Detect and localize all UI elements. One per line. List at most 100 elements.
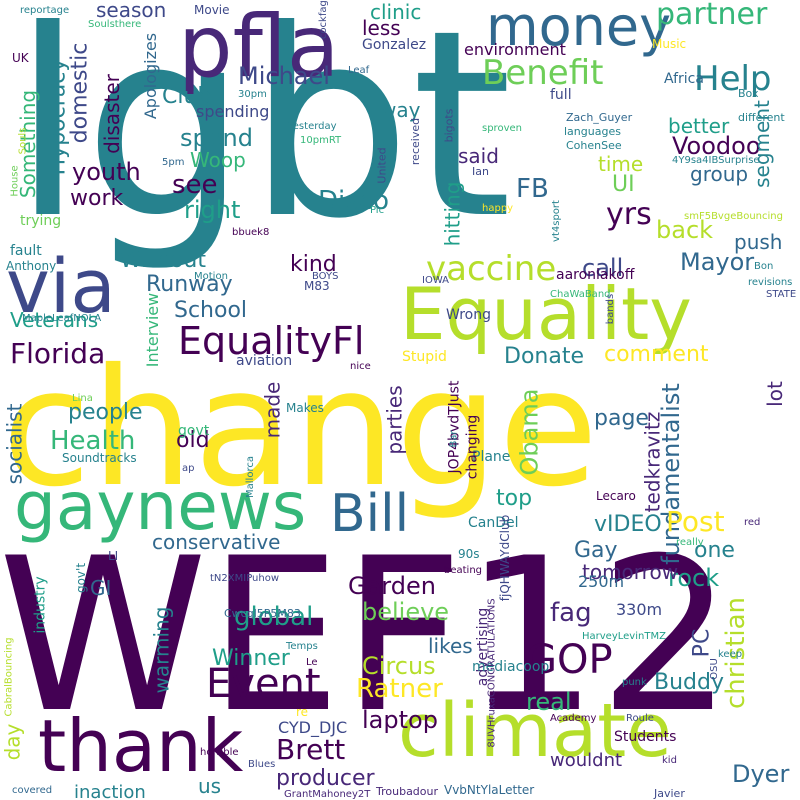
cloud-word: thank: [38, 704, 244, 788]
cloud-word: Voodoo: [672, 132, 761, 160]
cloud-word: changing: [464, 414, 481, 480]
cloud-word: HarveyLevinTMZ: [582, 631, 666, 642]
cloud-word: socialist: [2, 403, 27, 485]
cloud-word: Box: [738, 87, 759, 100]
cloud-word: 4Y9sa4IBSurprise: [672, 155, 760, 166]
cloud-word: United: [375, 147, 389, 184]
cloud-word: VvbNtYlaLetter: [444, 783, 535, 797]
cloud-word: less: [362, 16, 401, 40]
cloud-word: tN2XMIPuhow: [210, 573, 280, 584]
cloud-word: Bar: [448, 430, 460, 448]
cloud-word: warming: [149, 606, 174, 694]
cloud-word: nice: [350, 361, 371, 372]
cloud-word: govt: [178, 423, 210, 439]
cloud-word: covered: [12, 785, 53, 796]
cloud-word: 5pm: [162, 157, 185, 168]
cloud-word: Donate: [504, 344, 584, 369]
cloud-word: BOYS: [312, 271, 339, 282]
cloud-word: really: [676, 537, 704, 548]
cloud-word: 30pm: [238, 89, 267, 100]
cloud-word: money: [486, 0, 672, 58]
cloud-word: smF5BvgeBouncing: [684, 211, 783, 222]
cloud-word: Ian: [472, 165, 489, 178]
cloud-word: push: [734, 230, 783, 254]
cloud-word: Lecaro: [596, 489, 636, 503]
cloud-word: Troubadour: [376, 785, 439, 798]
cloud-word: see: [172, 170, 218, 200]
cloud-word: Event: [206, 661, 321, 707]
cloud-word: one: [694, 538, 735, 563]
cloud-word: Club: [162, 84, 212, 109]
cloud-word: Gay: [574, 538, 618, 563]
cloud-word: better: [668, 114, 730, 138]
cloud-word: bigots: [442, 108, 456, 143]
cloud-word: Soulsthere: [88, 19, 142, 30]
cloud-word: Zach_Guyer: [566, 111, 633, 124]
cloud-word: Roule: [626, 713, 654, 724]
cloud-word: hitting: [440, 181, 465, 247]
cloud-word: Ratner: [356, 674, 443, 704]
cloud-word: Interview: [143, 292, 163, 368]
cloud-word: vaccine: [426, 249, 557, 289]
cloud-word: Javier: [654, 787, 685, 800]
cloud-word: MapleLeafNOLA: [22, 313, 102, 324]
cloud-word: Wrong: [446, 307, 491, 323]
cloud-word: Dyer: [732, 760, 790, 788]
cloud-word: call: [582, 254, 624, 282]
cloud-word: Disco: [318, 186, 389, 216]
cloud-word: industry: [32, 576, 49, 634]
cloud-word: Leaf: [348, 65, 370, 76]
cloud-word: CabralBouncing: [3, 637, 15, 717]
cloud-word: likes: [428, 634, 473, 658]
cloud-word: Africa: [664, 71, 704, 87]
cloud-word: youth: [72, 158, 141, 186]
cloud-word: FB: [516, 174, 549, 204]
cloud-word: 90s: [458, 547, 480, 561]
cloud-word: Benefit: [482, 53, 604, 93]
cloud-word: sproven: [482, 123, 522, 134]
cloud-word: happy: [482, 203, 514, 214]
cloud-word: cockfags: [318, 0, 330, 40]
cloud-word: Winner: [212, 646, 290, 671]
cloud-word: aaronlakoff: [556, 267, 635, 283]
cloud-word: domestic: [67, 42, 93, 144]
cloud-word: GOP: [526, 637, 613, 683]
cloud-word: kind: [290, 252, 337, 277]
cloud-word: Yesterday: [288, 121, 337, 132]
cloud-word: Apologizes: [141, 32, 161, 120]
cloud-word: vt4sport: [550, 200, 562, 242]
cloud-word: spend: [180, 124, 253, 152]
cloud-word: lgbt: [12, 0, 513, 275]
cloud-word: yrs: [606, 197, 652, 232]
cloud-word: rock: [668, 564, 720, 592]
cloud-word: laptop: [362, 706, 438, 734]
cloud-word: environment: [464, 40, 566, 59]
cloud-word: group: [690, 162, 749, 186]
cloud-word: way: [380, 98, 421, 122]
cloud-word: Mayor: [680, 248, 755, 276]
cloud-word: wouldnt: [550, 750, 623, 771]
cloud-word: mediacoop: [472, 659, 550, 675]
cloud-word: Anthony: [6, 259, 57, 273]
cloud-word: EqualityFl: [178, 319, 365, 363]
cloud-word: 330m: [616, 600, 663, 619]
cloud-word: Obama: [515, 388, 544, 476]
cloud-word: Music: [652, 37, 687, 51]
cloud-word: fault: [10, 243, 42, 259]
cloud-word: bbuek8: [232, 227, 270, 238]
cloud-word: ap: [182, 463, 195, 474]
cloud-word: 10pmRT: [300, 135, 342, 146]
cloud-word: parties: [382, 385, 407, 455]
cloud-word: Post: [666, 505, 725, 538]
cloud-word: Health: [50, 426, 136, 456]
cloud-word: Michael: [238, 62, 330, 90]
cloud-word: Runway: [146, 272, 233, 297]
cloud-word: kid: [662, 755, 677, 766]
cloud-word: GI: [90, 576, 112, 600]
cloud-word: Woop: [190, 148, 246, 172]
cloud-word: made: [260, 381, 285, 439]
cloud-word: vIDEO: [594, 512, 662, 537]
cloud-word: Movie: [194, 3, 230, 17]
cloud-word: Le: [306, 657, 318, 668]
